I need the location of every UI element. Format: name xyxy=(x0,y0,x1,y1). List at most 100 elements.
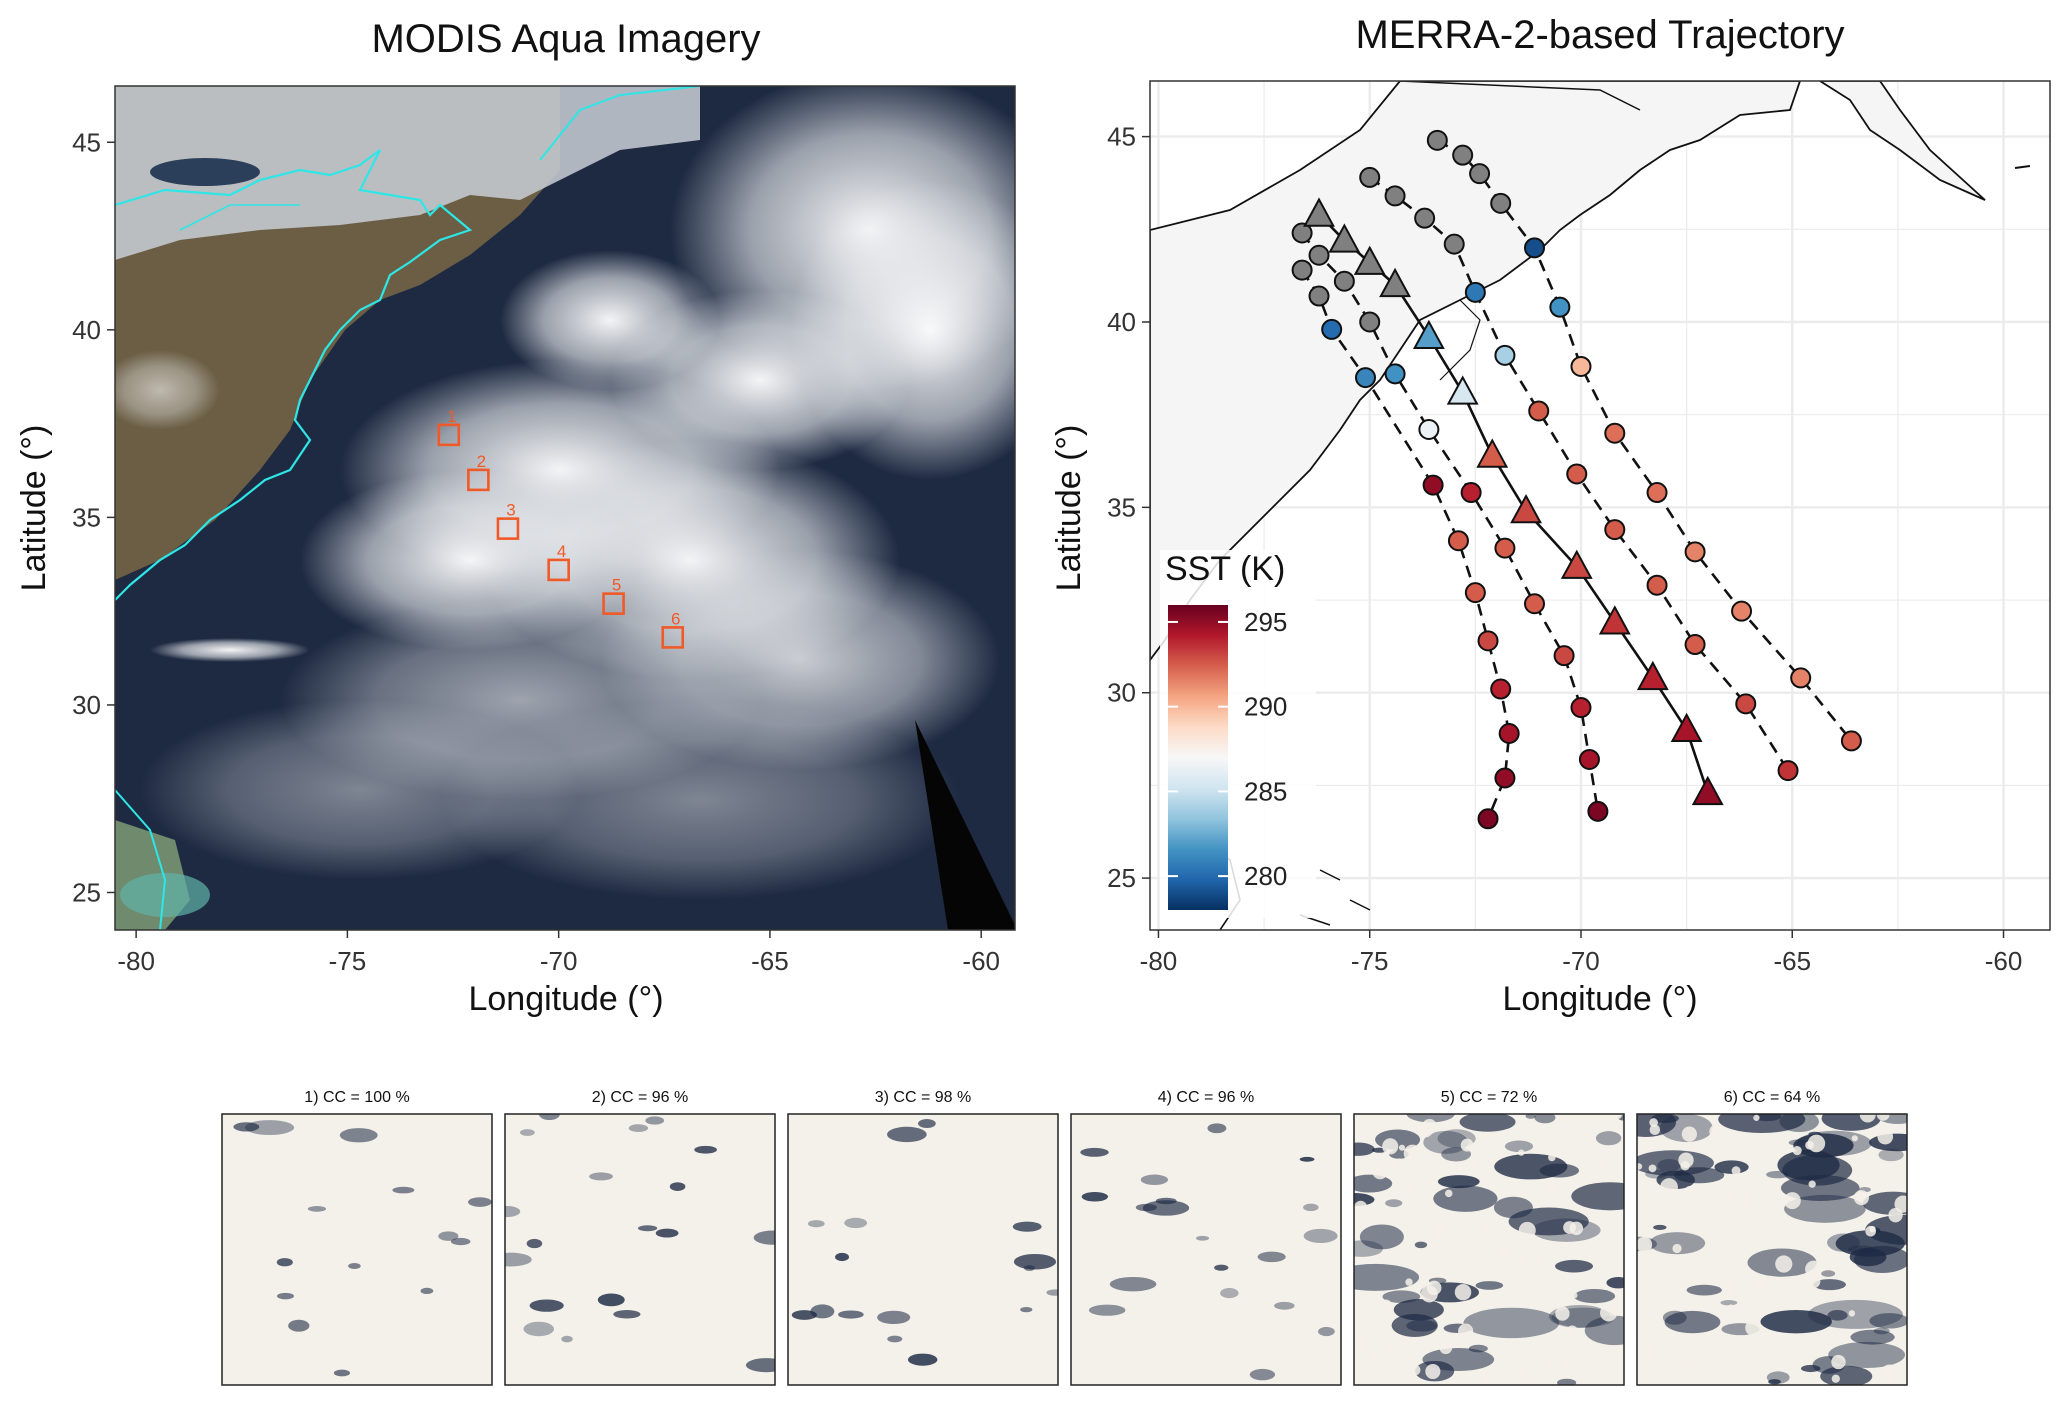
ocean-gap xyxy=(1220,1288,1239,1299)
modis-y-tick-label: 30 xyxy=(72,690,101,720)
cloud-cell xyxy=(1660,1178,1678,1197)
cloud-cell xyxy=(1354,1330,1372,1349)
ocean-gap xyxy=(1504,1140,1534,1153)
cloud-cell xyxy=(1681,1126,1697,1142)
ocean-gap xyxy=(628,1124,649,1133)
trajectory-point xyxy=(1524,237,1546,259)
cloud-cell xyxy=(1709,1124,1724,1139)
trajectory-y-tick-label: 40 xyxy=(1107,307,1136,337)
cloud-cell xyxy=(1807,1134,1826,1153)
trajectory-point xyxy=(1308,244,1330,266)
thumbnail-frame xyxy=(221,1113,493,1386)
thumbnail-4: 4) CC = 96 % xyxy=(1070,1089,1342,1386)
trajectory-point xyxy=(1422,474,1444,496)
ocean-gap xyxy=(1303,1203,1319,1212)
trajectory-point xyxy=(1490,192,1512,214)
trajectory-point xyxy=(1646,574,1668,596)
trajectory-point xyxy=(1354,367,1376,389)
trajectory-point xyxy=(1384,185,1406,207)
ocean-gap xyxy=(1354,1174,1393,1193)
ocean-gap xyxy=(694,1145,717,1154)
cloud-cell xyxy=(1467,1156,1480,1168)
trajectory-point xyxy=(1604,519,1626,541)
sst-legend-tick-label: 285 xyxy=(1244,776,1287,806)
ocean-gap xyxy=(1573,1288,1616,1304)
trajectory-point xyxy=(1447,530,1469,552)
cloud-cell xyxy=(1429,1222,1447,1239)
modis-y-label: Latitude (°) xyxy=(15,425,53,592)
trajectory-point xyxy=(1494,767,1516,789)
cloud-cell xyxy=(1649,1124,1661,1136)
cloud-cell xyxy=(1518,1149,1525,1156)
ocean-gap xyxy=(1382,1290,1421,1303)
ocean-gap xyxy=(1274,1301,1295,1310)
trajectory-point xyxy=(1308,285,1330,307)
ocean-gap xyxy=(519,1129,535,1136)
sst-legend-tick-label: 290 xyxy=(1244,692,1287,722)
trajectory-point xyxy=(1494,344,1516,366)
ocean-gap xyxy=(392,1186,415,1194)
ocean-gap xyxy=(1878,1148,1904,1162)
ocean-gap xyxy=(1557,1378,1577,1385)
trajectory-point xyxy=(1291,222,1313,244)
cloud-cell xyxy=(1540,1179,1559,1198)
sample-box xyxy=(602,592,625,615)
cloud-cell xyxy=(1403,1144,1422,1163)
trajectory-point xyxy=(1490,678,1512,700)
ocean-gap xyxy=(1013,1253,1057,1270)
trajectory-point xyxy=(1570,355,1592,377)
trajectory-point xyxy=(1840,730,1862,752)
trajectory-triangle xyxy=(1328,223,1361,253)
cloud-cell xyxy=(1637,1333,1650,1348)
ocean-gap xyxy=(276,1258,293,1267)
ocean-gap xyxy=(245,1120,295,1136)
cloud-cell xyxy=(1354,1200,1368,1214)
cloud-cell xyxy=(1540,1255,1548,1263)
cloud-cell xyxy=(1445,1189,1453,1198)
ocean-gap xyxy=(1813,1279,1846,1291)
trajectory-point xyxy=(1731,600,1753,622)
ocean-gap xyxy=(1393,1299,1444,1321)
trajectory-point xyxy=(1684,634,1706,656)
cloud-cell xyxy=(1382,1138,1399,1155)
trajectory-point xyxy=(1587,800,1609,822)
cloud-cell xyxy=(1558,1359,1570,1371)
ocean-gap xyxy=(1303,1228,1338,1243)
thumbnail-2: 2) CC = 96 % xyxy=(504,1089,776,1386)
ocean-gap xyxy=(1768,1379,1781,1385)
modis-y-tick-label: 40 xyxy=(72,315,101,345)
thumbnail-label: 3) CC = 98 % xyxy=(875,1089,971,1106)
trajectory-triangle xyxy=(1353,245,1386,275)
cloud-cell xyxy=(1496,1246,1512,1262)
ocean-gap xyxy=(1433,1185,1498,1212)
ocean-gap xyxy=(1784,1194,1866,1223)
ocean-gap xyxy=(1414,1241,1428,1249)
cloud-cell xyxy=(1566,1325,1579,1338)
modis-panel: MODIS Aqua Imagery xyxy=(15,17,1016,1018)
modis-x-label: Longitude (°) xyxy=(468,980,663,1018)
trajectory-triangle xyxy=(1446,375,1479,405)
thumbnail-background xyxy=(788,1114,1058,1385)
trajectory-point xyxy=(1684,541,1706,563)
ocean-gap xyxy=(1020,1306,1033,1313)
ocean-gap xyxy=(468,1197,492,1207)
ocean-gap xyxy=(1686,1284,1722,1296)
trajectory-x-tick-label: -60 xyxy=(1985,946,2023,976)
cloud-cell xyxy=(1775,1255,1793,1273)
ocean-gap xyxy=(1463,1307,1560,1339)
ocean-gap xyxy=(669,1182,686,1191)
cloud-cell xyxy=(1439,1341,1453,1355)
cloud-cell xyxy=(1418,1230,1427,1239)
ocean-gap xyxy=(1821,1270,1836,1277)
cloud-cell xyxy=(1637,1163,1643,1170)
trajectory-point xyxy=(1321,318,1343,340)
thumbnail-label: 6) CC = 64 % xyxy=(1724,1089,1820,1106)
thumbnail-frame xyxy=(787,1113,1059,1386)
trajectory-point xyxy=(1469,163,1491,185)
trajectory-triangle xyxy=(1379,267,1412,298)
cloud-cell xyxy=(1460,1138,1474,1152)
ocean-gap xyxy=(837,1310,864,1319)
trajectory-x-tick-label: -70 xyxy=(1562,946,1600,976)
trajectory-point xyxy=(1790,667,1812,689)
ocean-gap xyxy=(1849,1247,1887,1267)
